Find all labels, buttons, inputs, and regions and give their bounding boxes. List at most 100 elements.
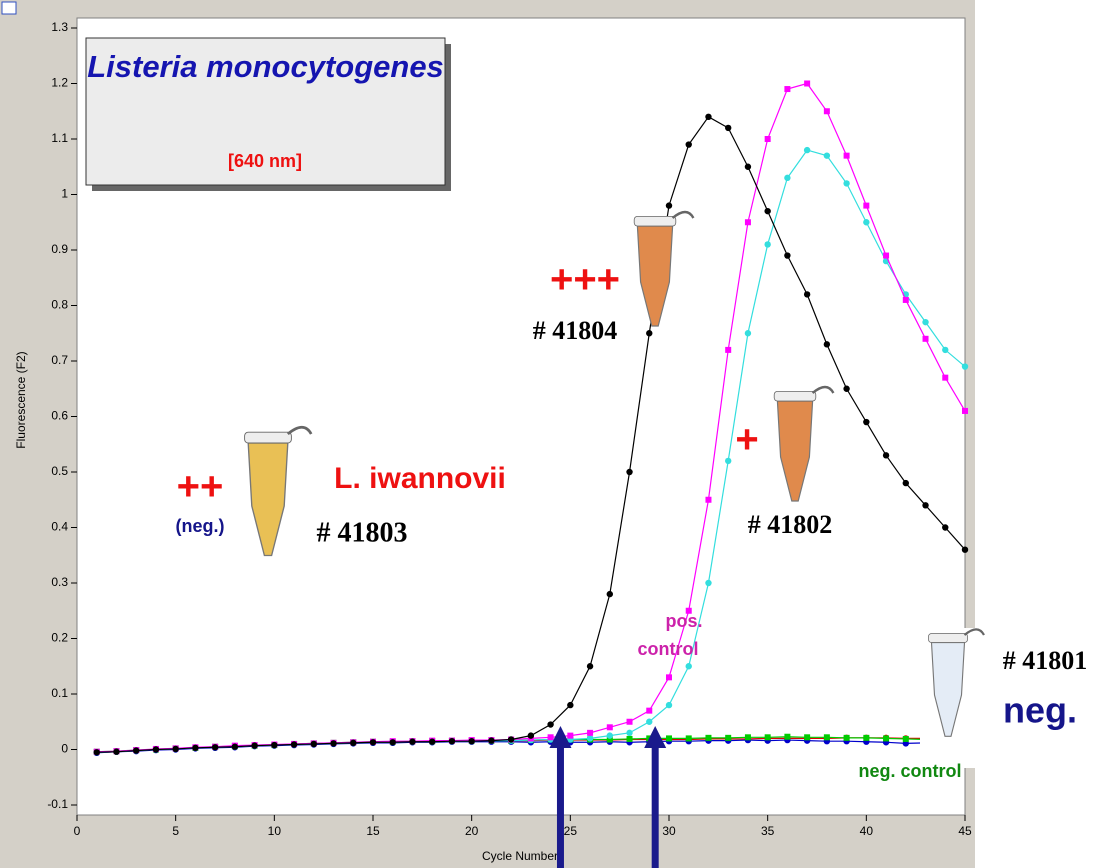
annotation: neg. control bbox=[859, 761, 962, 781]
point bbox=[587, 730, 593, 736]
point bbox=[863, 219, 869, 225]
point bbox=[922, 319, 928, 325]
point bbox=[330, 740, 336, 746]
point bbox=[390, 739, 396, 745]
point bbox=[153, 746, 159, 752]
annotation: L. iwannovii bbox=[334, 462, 506, 495]
y-tick-label: 1 bbox=[61, 187, 68, 201]
point bbox=[784, 252, 790, 258]
annotation: ++ bbox=[177, 465, 224, 509]
x-axis-label: Cycle Number bbox=[482, 849, 558, 863]
point bbox=[94, 749, 100, 755]
point bbox=[705, 580, 711, 586]
y-tick-label: 0.4 bbox=[51, 520, 68, 534]
point bbox=[251, 742, 257, 748]
point bbox=[409, 739, 415, 745]
point bbox=[666, 674, 672, 680]
point bbox=[765, 734, 771, 740]
point bbox=[587, 735, 593, 741]
y-axis-label: Fluorescence (F2) bbox=[14, 351, 28, 448]
point bbox=[765, 136, 771, 142]
point bbox=[843, 180, 849, 186]
point bbox=[824, 341, 830, 347]
y-tick-label: 0 bbox=[61, 742, 68, 756]
point bbox=[686, 735, 692, 741]
point bbox=[212, 744, 218, 750]
point bbox=[646, 719, 652, 725]
point bbox=[113, 749, 119, 755]
y-tick-label: 1.1 bbox=[51, 131, 68, 145]
title-wrap: Listeria monocytogenes bbox=[86, 50, 445, 130]
annotation: # 41804 bbox=[533, 316, 618, 345]
point bbox=[468, 738, 474, 744]
point bbox=[627, 719, 633, 725]
point bbox=[449, 738, 455, 744]
annotation: # 41803 bbox=[317, 517, 408, 548]
point bbox=[626, 730, 632, 736]
point bbox=[311, 741, 317, 747]
point bbox=[607, 724, 613, 730]
x-tick-label: 20 bbox=[465, 824, 479, 838]
chart: Listeria monocytogenes [640 nm] Cycle Nu… bbox=[0, 0, 1106, 868]
tube-rim bbox=[245, 432, 292, 443]
point bbox=[923, 336, 929, 342]
point bbox=[962, 363, 968, 369]
chart-subtitle: [640 nm] bbox=[228, 151, 302, 171]
annotation: # 41801 bbox=[1003, 646, 1088, 675]
tube-rim bbox=[774, 391, 816, 401]
point bbox=[705, 735, 711, 741]
point bbox=[666, 202, 672, 208]
y-tick-label: 0.8 bbox=[51, 298, 68, 312]
y-tick-label: 0.1 bbox=[51, 686, 68, 700]
x-tick-label: 5 bbox=[172, 824, 179, 838]
point bbox=[725, 735, 731, 741]
y-tick-label: 0.2 bbox=[51, 631, 68, 645]
y-tick-label: 0.9 bbox=[51, 242, 68, 256]
x-tick-label: 35 bbox=[761, 824, 775, 838]
point bbox=[567, 702, 573, 708]
x-tick-label: 10 bbox=[268, 824, 282, 838]
y-tick-label: -0.1 bbox=[47, 797, 68, 811]
point bbox=[547, 721, 553, 727]
point bbox=[745, 164, 751, 170]
point bbox=[962, 547, 968, 553]
point bbox=[488, 737, 494, 743]
point bbox=[844, 153, 850, 159]
annotation: neg. bbox=[1003, 690, 1077, 731]
point bbox=[528, 732, 534, 738]
annotation: pos. bbox=[665, 611, 702, 631]
point bbox=[942, 347, 948, 353]
y-tick-label: 0.5 bbox=[51, 464, 68, 478]
point bbox=[863, 203, 869, 209]
y-tick-label: 0.3 bbox=[51, 575, 68, 589]
point bbox=[666, 735, 672, 741]
point bbox=[844, 735, 850, 741]
point bbox=[804, 291, 810, 297]
point bbox=[627, 736, 633, 742]
point bbox=[725, 347, 731, 353]
point bbox=[942, 375, 948, 381]
point bbox=[903, 297, 909, 303]
y-tick-label: 1.3 bbox=[51, 20, 68, 34]
point bbox=[429, 739, 435, 745]
point bbox=[192, 745, 198, 751]
annotation: +++ bbox=[550, 258, 620, 302]
point bbox=[705, 114, 711, 120]
chart-title: Listeria monocytogenes bbox=[86, 50, 445, 84]
point bbox=[646, 330, 652, 336]
point bbox=[548, 734, 554, 740]
y-tick-label: 0.6 bbox=[51, 409, 68, 423]
point bbox=[646, 708, 652, 714]
annotation: control bbox=[638, 639, 699, 659]
annotation: # 41802 bbox=[748, 510, 833, 539]
tube-rim bbox=[634, 216, 676, 226]
point bbox=[962, 408, 968, 414]
point bbox=[824, 108, 830, 114]
x-tick-label: 30 bbox=[662, 824, 676, 838]
point bbox=[291, 741, 297, 747]
point bbox=[804, 81, 810, 87]
point bbox=[370, 739, 376, 745]
tube-rim bbox=[929, 634, 968, 643]
point bbox=[883, 253, 889, 259]
point bbox=[824, 734, 830, 740]
